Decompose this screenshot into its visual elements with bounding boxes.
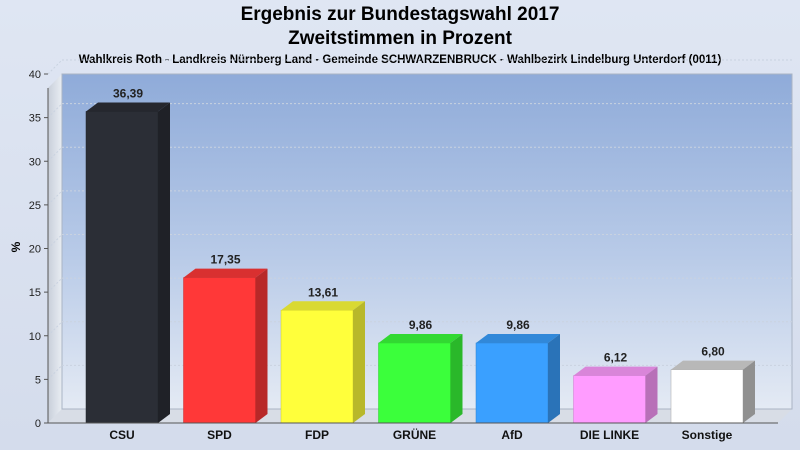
y-tick-label: 30	[29, 156, 41, 168]
bar-top	[281, 301, 365, 311]
x-tick-label: GRÜNE	[393, 427, 436, 442]
bar-die-linke	[573, 366, 658, 424]
grid-line-side	[47, 146, 63, 162]
bar-side	[645, 366, 658, 423]
chart-title-line2: Zweitstimmen in Prozent	[288, 28, 512, 49]
bar-side	[548, 333, 560, 423]
bar-top	[183, 268, 268, 278]
bar-spd	[183, 268, 268, 424]
bar-top	[671, 360, 755, 370]
bar-value-label: 9,86	[409, 318, 433, 332]
y-tick-label: 10	[29, 331, 41, 343]
bar-front	[85, 111, 159, 424]
bar-front	[183, 277, 256, 424]
grid-line-side	[47, 59, 63, 75]
grid-line-side	[47, 321, 63, 337]
y-tick-label: 25	[29, 200, 41, 212]
x-tick-label: CSU	[109, 428, 134, 442]
bar-side	[158, 102, 170, 423]
plot-side-wall	[48, 74, 62, 423]
grid-line-side	[47, 190, 63, 206]
bar-top	[573, 366, 658, 376]
grid-line-side	[47, 103, 63, 118]
bar-front	[280, 310, 354, 424]
bar-side	[353, 301, 365, 423]
bar-top	[86, 102, 170, 112]
bar-side	[743, 360, 755, 423]
bar-value-label: 6,80	[701, 345, 725, 359]
x-tick-label: SPD	[207, 428, 232, 442]
bar-top	[378, 333, 463, 343]
y-axis-label: %	[9, 241, 23, 252]
bar-csu	[85, 102, 170, 424]
y-tick-label: 0	[35, 418, 41, 430]
bar-value-label: 36,39	[113, 86, 143, 100]
y-axis: 0 5 10 15 20 25 30 35 40	[29, 69, 49, 430]
y-tick-label: 5	[35, 374, 41, 386]
y-tick-label: 15	[29, 287, 41, 299]
grid-line-side	[47, 234, 63, 249]
chart-title: Ergebnis zur Bundestagswahl 2017	[240, 4, 560, 25]
bar-front	[670, 369, 744, 424]
x-tick-label: Sonstige	[682, 428, 733, 442]
grid-line-side	[47, 365, 63, 380]
bar-grüne	[378, 333, 463, 424]
x-axis: CSU SPD FDP GRÜNE AfD DIE LINKE Sonstige	[48, 422, 778, 442]
bar-afd	[475, 333, 560, 424]
y-tick-label: 40	[29, 69, 41, 81]
bar-value-label: 9,86	[506, 318, 530, 332]
y-tick-label: 20	[29, 244, 41, 256]
bar-top	[476, 333, 560, 343]
bar-side	[450, 333, 463, 423]
grid-line-side	[47, 277, 63, 293]
bar-value-label: 17,35	[210, 253, 240, 267]
bar-value-label: 13,61	[308, 285, 338, 299]
x-tick-label: DIE LINKE	[580, 428, 639, 442]
bar-side	[255, 268, 268, 423]
bars: 36,39 17,35 13,61 9,86 9,86 6,12 6,80	[85, 86, 755, 424]
bar-front	[573, 375, 646, 424]
bar-fdp	[280, 301, 365, 424]
x-tick-label: FDP	[305, 428, 329, 442]
bar-value-label: 6,12	[604, 351, 628, 365]
x-tick-label: AfD	[501, 428, 523, 442]
bar-sonstige	[670, 360, 755, 424]
y-tick-label: 35	[29, 113, 41, 125]
bar-front	[475, 342, 549, 424]
bar-front	[378, 342, 451, 424]
